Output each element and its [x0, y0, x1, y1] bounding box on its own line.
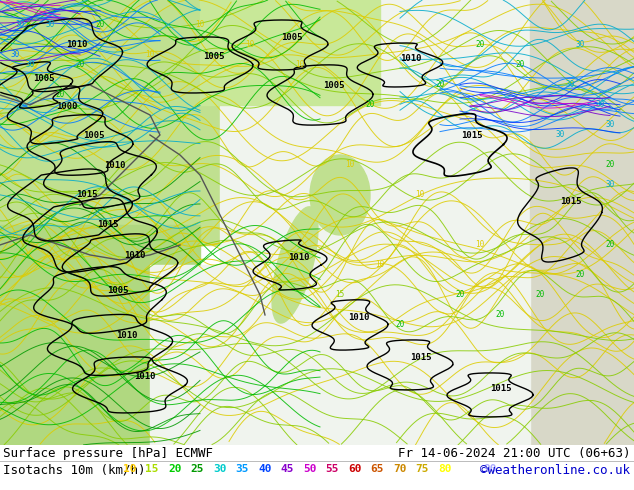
- Text: 10: 10: [476, 241, 484, 249]
- Text: 20: 20: [535, 291, 545, 299]
- Text: 20: 20: [75, 60, 84, 70]
- Text: 30: 30: [566, 80, 574, 90]
- Text: 1005: 1005: [323, 81, 344, 91]
- Text: 10: 10: [245, 41, 255, 49]
- Text: 20: 20: [476, 41, 484, 49]
- Bar: [150, 265, 530, 445]
- Text: 1010: 1010: [116, 331, 137, 341]
- Bar: [200, 0, 380, 105]
- Text: 1000: 1000: [56, 102, 78, 111]
- Text: 15: 15: [335, 291, 345, 299]
- Text: 10: 10: [145, 50, 155, 59]
- Text: 1005: 1005: [107, 286, 129, 295]
- Text: 90: 90: [483, 464, 496, 474]
- Text: 1015: 1015: [97, 220, 119, 229]
- Text: Isotachs 10m (km/h): Isotachs 10m (km/h): [3, 464, 145, 477]
- Text: 1010: 1010: [134, 372, 156, 381]
- Text: 30: 30: [595, 100, 605, 109]
- Text: 75: 75: [415, 464, 429, 474]
- Text: 30: 30: [555, 130, 565, 140]
- Bar: [0, 0, 280, 245]
- Text: 50: 50: [303, 464, 316, 474]
- Text: 1010: 1010: [104, 161, 126, 170]
- Bar: [220, 0, 634, 295]
- Text: 1010: 1010: [400, 54, 421, 63]
- Text: 20: 20: [55, 91, 65, 99]
- Text: 30: 30: [605, 180, 614, 190]
- Text: 30: 30: [46, 21, 55, 29]
- Text: 10: 10: [346, 160, 354, 170]
- Text: 15: 15: [145, 464, 159, 474]
- Text: 45: 45: [280, 464, 294, 474]
- Text: 20: 20: [436, 80, 444, 90]
- Text: 20: 20: [495, 311, 505, 319]
- Text: 20: 20: [515, 60, 524, 70]
- Text: 10: 10: [295, 60, 304, 70]
- Text: 30: 30: [15, 21, 25, 29]
- Text: 65: 65: [370, 464, 384, 474]
- Text: 70: 70: [393, 464, 406, 474]
- Bar: [530, 0, 634, 445]
- Text: 80: 80: [438, 464, 451, 474]
- Text: 30: 30: [213, 464, 226, 474]
- Text: 1010: 1010: [124, 251, 146, 261]
- Text: 10: 10: [375, 261, 385, 270]
- Text: 35: 35: [235, 464, 249, 474]
- Text: 30: 30: [25, 60, 35, 70]
- Text: 20: 20: [455, 291, 465, 299]
- Text: 20: 20: [396, 320, 404, 329]
- Ellipse shape: [310, 155, 370, 235]
- Text: 1015: 1015: [489, 384, 511, 393]
- Text: 55: 55: [325, 464, 339, 474]
- Text: 1010: 1010: [288, 253, 310, 262]
- Text: 25: 25: [190, 464, 204, 474]
- Text: 20: 20: [168, 464, 181, 474]
- Text: 40: 40: [258, 464, 271, 474]
- Text: 1005: 1005: [33, 74, 55, 83]
- Text: 10: 10: [195, 21, 205, 29]
- Text: 1005: 1005: [203, 52, 224, 61]
- Text: 20: 20: [605, 160, 614, 170]
- Text: 20: 20: [576, 270, 585, 279]
- Text: 1010: 1010: [348, 313, 370, 322]
- Text: 30: 30: [605, 121, 614, 129]
- Text: 1010: 1010: [66, 40, 87, 49]
- Text: 10: 10: [123, 464, 136, 474]
- Text: 20: 20: [365, 100, 375, 109]
- Text: 1015: 1015: [462, 131, 482, 141]
- Text: 1005: 1005: [83, 131, 104, 141]
- Text: 60: 60: [348, 464, 361, 474]
- Text: 10: 10: [415, 191, 425, 199]
- Text: Fr 14-06-2024 21:00 UTC (06+63): Fr 14-06-2024 21:00 UTC (06+63): [399, 447, 631, 460]
- Text: 20: 20: [605, 241, 614, 249]
- Text: 1015: 1015: [560, 197, 581, 206]
- Text: 30: 30: [576, 41, 585, 49]
- Text: 30: 30: [10, 50, 20, 59]
- Text: 1015: 1015: [75, 190, 97, 199]
- Text: ©weatheronline.co.uk: ©weatheronline.co.uk: [480, 464, 630, 477]
- Text: 1005: 1005: [281, 33, 303, 42]
- Text: 20: 20: [95, 21, 105, 29]
- Text: 1015: 1015: [410, 353, 431, 362]
- Text: Surface pressure [hPa] ECMWF: Surface pressure [hPa] ECMWF: [3, 447, 213, 460]
- Ellipse shape: [272, 207, 318, 323]
- Text: 85: 85: [460, 464, 474, 474]
- Bar: [0, 225, 200, 445]
